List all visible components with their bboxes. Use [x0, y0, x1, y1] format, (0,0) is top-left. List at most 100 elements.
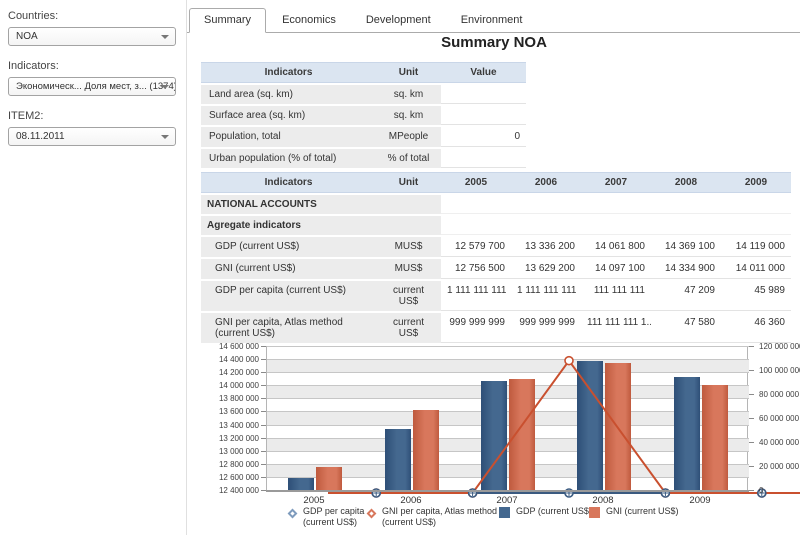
y-axis-right-label: 80 000 000 — [759, 390, 799, 399]
cell-indicator: Urban population (% of total) — [201, 149, 376, 168]
header-cell: 2008 — [651, 172, 721, 193]
y-axis-right-label: 20 000 000 — [759, 462, 799, 471]
chevron-down-icon — [161, 135, 169, 139]
cell-value: 14 369 100 — [651, 237, 721, 257]
axis-tick — [261, 490, 266, 491]
item2-select-value: 08.11.2011 — [16, 131, 65, 142]
axis-tick — [261, 438, 266, 439]
axis-tick — [749, 418, 754, 419]
chevron-down-icon — [161, 35, 169, 39]
y-axis-right-label: 100 000 000 — [759, 366, 800, 375]
countries-label: Countries: — [8, 10, 178, 22]
y-axis-right-label: 120 000 000 — [759, 342, 800, 351]
cell-value: 12 579 700 — [441, 237, 511, 257]
legend-line-marker-icon — [288, 509, 298, 519]
legend-item[interactable]: GNI (current US$) — [589, 506, 679, 518]
y-axis-left-label: 13 000 000 — [207, 447, 259, 456]
y-axis-left-label: 14 200 000 — [207, 368, 259, 377]
table-row: GDP per capita (current US$)current US$1… — [201, 281, 791, 311]
table-header-row: IndicatorsUnit20052006200720082009 — [201, 172, 791, 193]
cell-empty — [581, 195, 651, 214]
chart-lines-layer — [328, 350, 800, 498]
cell-empty — [721, 195, 791, 214]
y-axis-right-label: 40 000 000 — [759, 438, 799, 447]
y-axis-right-label: 60 000 000 — [759, 414, 799, 423]
cell-empty — [441, 195, 511, 214]
item2-label: ITEM2: — [8, 110, 178, 122]
grid-line — [267, 346, 749, 347]
y-axis-right-label: 0 — [759, 486, 763, 495]
indicators-select-value: Экономическ... Доля мест, з... (1374) — [16, 81, 176, 92]
cell-value: 13 336 200 — [511, 237, 581, 257]
cell-value: 14 011 000 — [721, 259, 791, 279]
table-header-row: IndicatorsUnitValue — [201, 62, 526, 83]
cell-section-title: Agregate indicators — [201, 216, 441, 235]
cell-value: 1 111 111 111 — [511, 281, 581, 311]
cell-value: 47 209 — [651, 281, 721, 311]
x-axis-label: 2006 — [381, 495, 441, 506]
table-row: Agregate indicators — [201, 216, 791, 235]
cell-indicator: GNI per capita, Atlas method (current US… — [201, 313, 376, 343]
page-title: Summary NOA — [187, 34, 800, 51]
chevron-down-icon — [161, 85, 169, 89]
chart-plot-area — [266, 346, 748, 490]
cell-empty — [511, 195, 581, 214]
y-axis-left-label: 13 800 000 — [207, 394, 259, 403]
y-axis-left-label: 12 800 000 — [207, 460, 259, 469]
cell-indicator: Land area (sq. km) — [201, 85, 376, 104]
x-axis-label: 2008 — [573, 495, 633, 506]
cell-value — [441, 149, 526, 168]
legend-bar-swatch-icon — [499, 507, 510, 518]
header-cell: Unit — [376, 62, 441, 83]
table-row: Land area (sq. km)sq. km — [201, 85, 526, 104]
legend-label: GNI (current US$) — [606, 506, 679, 517]
cell-indicator: GNI (current US$) — [201, 259, 376, 279]
axis-tick — [749, 490, 754, 491]
cell-value: 12 756 500 — [441, 259, 511, 279]
header-cell: Value — [441, 62, 526, 83]
header-cell: Indicators — [201, 62, 376, 83]
header-cell: 2005 — [441, 172, 511, 193]
axis-tick — [261, 385, 266, 386]
gdp-gni-chart: 14 600 00014 400 00014 200 00014 000 000… — [205, 342, 800, 535]
app-window: Countries: NOA Indicators: Экономическ..… — [0, 0, 800, 535]
axis-tick — [261, 346, 266, 347]
cell-value: 45 989 — [721, 281, 791, 311]
y-axis-left-label: 12 400 000 — [207, 486, 259, 495]
cell-value: 0 — [441, 127, 526, 147]
x-axis-label: 2005 — [284, 495, 344, 506]
cell-value: 13 629 200 — [511, 259, 581, 279]
header-cell: 2007 — [581, 172, 651, 193]
header-cell: Unit — [376, 172, 441, 193]
cell-unit: sq. km — [376, 85, 441, 104]
table-row: GDP (current US$)MUS$12 579 70013 336 20… — [201, 237, 791, 257]
cell-value: 14 119 000 — [721, 237, 791, 257]
y-axis-left-label: 13 600 000 — [207, 407, 259, 416]
line-series-1 — [328, 361, 800, 493]
tab-summary[interactable]: Summary — [189, 8, 266, 33]
countries-select[interactable]: NOA — [8, 27, 176, 46]
legend-item[interactable]: GDP (current US$) — [499, 506, 592, 518]
legend-item[interactable]: GNI per capita, Atlas method (current US… — [368, 506, 507, 528]
cell-value: 47 580 — [651, 313, 721, 343]
tab-development[interactable]: Development — [352, 9, 445, 32]
cell-unit: current US$ — [376, 281, 441, 311]
indicators-label: Indicators: — [8, 60, 178, 72]
cell-value — [441, 85, 526, 104]
cell-unit: MPeople — [376, 127, 441, 147]
cell-empty — [441, 216, 511, 235]
cell-value: 14 334 900 — [651, 259, 721, 279]
y-axis-left-label: 13 200 000 — [207, 434, 259, 443]
header-cell: 2009 — [721, 172, 791, 193]
tab-environment[interactable]: Environment — [447, 9, 537, 32]
cell-value: 999 999 999 — [511, 313, 581, 343]
x-axis-label: 2007 — [477, 495, 537, 506]
axis-tick — [261, 464, 266, 465]
cell-empty — [721, 216, 791, 235]
y-axis-left-label: 14 400 000 — [207, 355, 259, 364]
cell-indicator: Population, total — [201, 127, 376, 147]
tab-economics[interactable]: Economics — [268, 9, 350, 32]
indicators-select[interactable]: Экономическ... Доля мест, з... (1374) — [8, 77, 176, 96]
item2-select[interactable]: 08.11.2011 — [8, 127, 176, 146]
cell-value: 14 061 800 — [581, 237, 651, 257]
